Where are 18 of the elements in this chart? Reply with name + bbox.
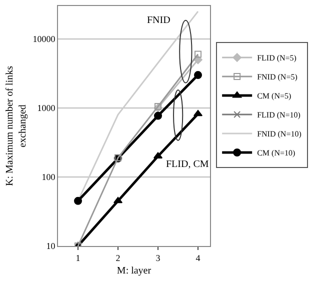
annotation: FNID (147, 15, 170, 26)
legend-label: CM (N=5) (257, 92, 292, 101)
y-tick-label: 100 (42, 172, 56, 182)
legend-label: FLID (N=10) (257, 110, 301, 120)
legend-label: FNID (N=10) (257, 130, 302, 139)
legend-label: FLID (N=5) (257, 54, 297, 63)
y-axis-title: K: Maximum number of links exchanged (4, 66, 29, 186)
legend-label: CM (N=10) (257, 148, 296, 158)
y-tick-label: 1000 (37, 103, 56, 114)
y-tick-label: 10000 (32, 34, 56, 44)
x-tick-label: 4 (196, 252, 201, 263)
annotation: FLID, CM (166, 159, 209, 170)
x-tick-label: 1 (76, 252, 80, 263)
x-axis-title: M: layer (116, 265, 152, 276)
x-tick-label: 2 (116, 252, 120, 263)
x-tick-label: 3 (156, 252, 161, 263)
y-tick-label: 10 (46, 241, 56, 252)
legend-label: FNID (N=5) (257, 72, 298, 82)
